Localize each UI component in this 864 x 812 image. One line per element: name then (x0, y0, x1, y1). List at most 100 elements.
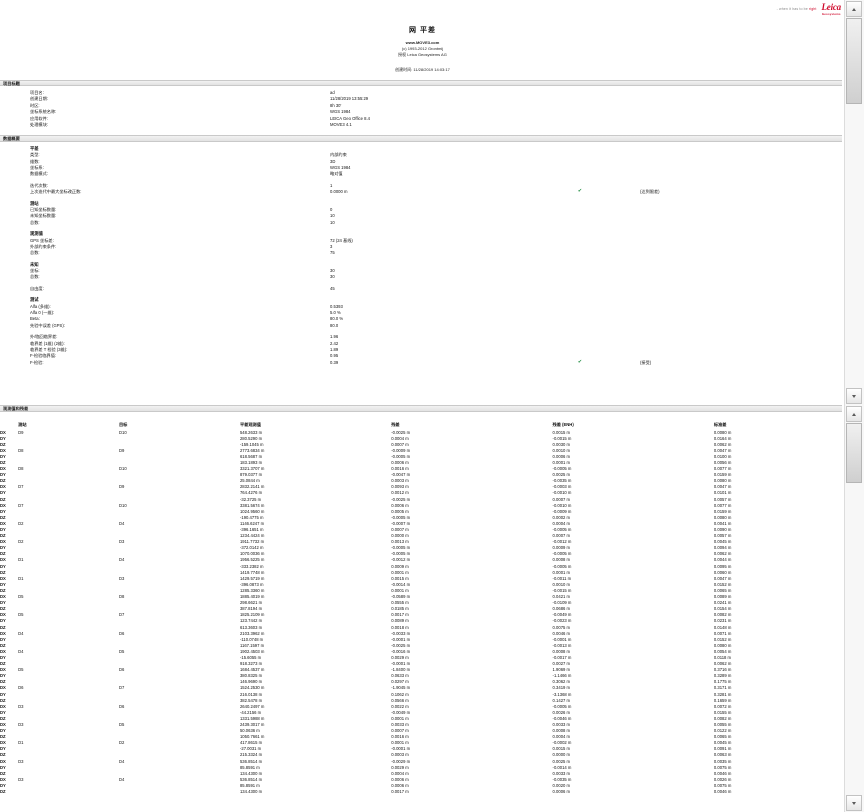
property-row: F-检验临界值: 0.95 (0, 353, 845, 359)
property-label: 坐标系: (30, 165, 44, 170)
table-row[interactable]: DY -15.6055 m 0.0029 m -0.0017 m 0.0118 m (0, 655, 845, 661)
cell-residual: -0.0014 m (391, 581, 411, 587)
property-value: ad (330, 90, 335, 96)
table-row[interactable]: DY 618.5687 m -0.0005 m 0.0006 m 0.0100 m (0, 454, 845, 460)
table-row[interactable]: DX D7 D10 3381.5674 m 0.0006 m -0.0010 m 0.007… (0, 503, 845, 509)
table-row[interactable]: DX D2 D4 1146.6247 m -0.0007 m 0.0004 m 0.0041… (0, 521, 845, 527)
table-row[interactable]: DX D7 D9 2832.2141 m 0.0093 m -0.0003 m 0.0047… (0, 484, 845, 490)
table-row[interactable]: DY -27.0031 m -0.0001 m 0.0015 m 0.0091 m (0, 746, 845, 752)
scrollbar-thumb[interactable] (846, 18, 862, 104)
cell-residual-enh: -0.0002 m (552, 740, 572, 746)
table-row[interactable]: DZ 1419.7748 m 0.0001 m 0.0001 m 0.0060 m (0, 570, 845, 576)
table-row[interactable]: DZ -32.3725 m -0.0025 m 0.0007 m 0.0057 m (0, 497, 845, 503)
table-row[interactable]: DX D2 D3 1911.7732 m 0.0013 m -0.0012 m 0.0045… (0, 539, 845, 545)
created-timestamp: 创建时间: 11/28/2019 14:03:17 (0, 67, 845, 73)
table-row[interactable]: DX D1 D2 417.8615 m 0.0001 m -0.0002 m 0.0045 … (0, 740, 845, 746)
table-row[interactable]: DY 280.5290 m 0.0004 m -0.0015 m 0.0164 m (0, 436, 845, 442)
cell-adjusted-observation: 613.3603 m (239, 624, 263, 630)
table-row[interactable]: DZ 918.3273 m -0.0001 m 0.0027 m 0.0062 m (0, 661, 845, 667)
table-row[interactable]: DX D3 D5 2439.3017 m 0.0033 m 0.0033 m 0.0055 … (0, 722, 845, 728)
table-row[interactable]: DX D1 D4 1956.5225 m -0.0012 m 0.0008 m 0.0044… (0, 557, 845, 563)
observations-pane[interactable]: 观测值和残差 测站 目标 平差观测值 残差 残差 (ENH) 标准差 DX D9 D… (0, 405, 845, 812)
table-row[interactable]: DY -396.0873 m -0.0014 m 0.0010 m 0.0152 m (0, 582, 845, 588)
table-row[interactable]: DY 879.0377 m -0.0047 m 0.0025 m 0.0159 m (0, 472, 845, 478)
scroll-up-icon[interactable] (846, 406, 862, 422)
table-row[interactable]: DZ 1285.3360 m 0.0001 m -0.0015 m 0.0065 m (0, 588, 845, 594)
cell-station: D7 (18, 484, 24, 490)
table-row[interactable]: DX D5 D7 1825.2109 m 0.0017 m -0.0049 m 0.0082… (0, 612, 845, 618)
scrollbar-summary-pane[interactable] (844, 0, 864, 405)
cell-std-dev: 0.3289 m (713, 673, 732, 679)
table-row[interactable]: DX D8 D9 2773.6834 m -0.0009 m 0.0010 m 0.0047… (0, 448, 845, 454)
table-row[interactable]: DZ 134.4300 m 0.0017 m 0.0006 m 0.0046 m (0, 789, 845, 795)
table-row[interactable]: DX D3 D6 2640.2497 m 0.0022 m -0.0005 m 0.0072… (0, 704, 845, 710)
scroll-up-icon[interactable] (846, 1, 862, 17)
table-row[interactable]: DY 216.0138 m 0.1062 m -3.1368 m 0.3281 m (0, 692, 845, 698)
scrollbar-observations-pane[interactable] (844, 405, 864, 812)
table-row[interactable]: DZ 382.5478 m 0.0566 m 0.1427 m 0.1659 m (0, 698, 845, 704)
table-row[interactable]: DY -333.2382 m 0.0009 m -0.0005 m 0.0095 m (0, 564, 845, 570)
property-row: 类型: 内部约束 (0, 152, 845, 158)
cell-std-dev: 0.0047 m (713, 447, 732, 453)
table-row[interactable]: DZ 1234.4424 m 0.0000 m 0.0007 m 0.0057 m (0, 533, 845, 539)
scroll-down-icon[interactable] (846, 795, 862, 811)
website-link[interactable]: www.MOVE3.com (405, 40, 440, 45)
table-row[interactable]: DZ 146.9690 m 0.0297 m 0.3062 m 0.1775 m (0, 679, 845, 685)
cell-target: D3 (118, 575, 125, 581)
cell-component: DZ (0, 533, 6, 539)
table-row[interactable]: DZ 215.3324 m 0.0003 m 0.0000 m 0.0063 m (0, 752, 845, 758)
table-row[interactable]: DY 85.8591 m 0.0029 m -0.0014 m 0.0075 m (0, 765, 845, 771)
table-row[interactable]: DZ 387.8194 m 0.0185 m 0.0686 m 0.0154 m (0, 606, 845, 612)
property-label: 临界差 (1维) (2维): (30, 340, 65, 346)
cell-residual-enh: 0.0009 m (552, 545, 571, 551)
cell-residual: -0.0001 m (391, 746, 411, 752)
table-row[interactable]: DY -372.0142 m -0.0005 m 0.0009 m 0.0094 m (0, 545, 845, 551)
table-row[interactable]: DZ 1167.1597 m -0.0025 m -0.0013 m 0.0080 m (0, 643, 845, 649)
table-row[interactable]: DY -396.1651 m 0.0007 m -0.0005 m 0.0090 m (0, 527, 845, 533)
table-row[interactable]: DZ 134.4300 m 0.0004 m 0.0033 m 0.0046 m (0, 771, 845, 777)
table-row[interactable]: DY -110.0748 m -0.0001 m -0.0001 m 0.0152 m (0, 637, 845, 643)
table-row[interactable]: DZ -190.4775 m -0.0005 m 0.0002 m 0.0080 m (0, 515, 845, 521)
table-row[interactable]: DZ 613.3603 m 0.0018 m 0.0075 m 0.0148 m (0, 625, 845, 631)
cell-component: DY (0, 563, 6, 569)
table-row[interactable]: DY -44.2156 m -0.0049 m 0.0026 m 0.0155 m (0, 710, 845, 716)
table-row[interactable]: DY 50.0636 m 0.0007 m 0.0008 m 0.0122 m (0, 728, 845, 734)
table-row[interactable]: DX D9 D10 548.2633 m -0.0025 m 0.0015 m 0.0080… (0, 430, 845, 436)
table-row[interactable]: DZ 1050.7661 m 0.0016 m 0.0004 m 0.0065 m (0, 734, 845, 740)
table-row[interactable]: DX D3 D4 536.8514 m -0.0029 m 0.0025 m 0.0035 … (0, 759, 845, 765)
section-group: 自由度: 45 (0, 286, 845, 292)
document-header: 网 平差 www.MOVE3.com (c) 1993-2012 Grontmi… (0, 20, 845, 73)
cell-residual: 0.0185 m (391, 606, 409, 612)
table-row[interactable]: DY 123.7442 m 0.0089 m -0.0023 m 0.0231 m (0, 618, 845, 624)
scrollbar-thumb[interactable] (846, 423, 862, 483)
scroll-down-icon[interactable] (846, 388, 862, 404)
property-row: 时区: 8h 30' (0, 103, 845, 109)
cell-component: DY (0, 545, 6, 551)
table-row[interactable]: DX D5 D8 1885.4019 m -0.0589 m 0.0421 m 0.0089… (0, 594, 845, 600)
table-row[interactable]: DX D4 D5 1902.4503 m -0.0016 m 0.0008 m 0.0054… (0, 649, 845, 655)
table-row[interactable]: DX D6 D7 1524.2530 m -1.9045 m 0.3419 m 0.3171… (0, 685, 845, 691)
table-row[interactable]: DZ 25.0844 m 0.0003 m -0.0035 m 0.0080 m (0, 478, 845, 484)
cell-target: D5 (118, 648, 125, 654)
table-row[interactable]: DX D5 D6 1684.4537 m -1.8400 m 1.9069 m 0.3716… (0, 667, 845, 673)
property-row: 应用软件: LEICA Geo Office 8.4 (0, 116, 845, 122)
table-row[interactable]: DY 764.4276 m 0.0012 m -0.0010 m 0.0101 m (0, 490, 845, 496)
table-row[interactable]: DZ 183.1893 m 0.0006 m 0.0001 m 0.0056 m (0, 460, 845, 466)
table-row[interactable]: DY 298.6621 m 0.0555 m -0.0109 m 0.0241 m (0, 600, 845, 606)
table-row[interactable]: DY 380.8325 m 0.0633 m -1.1466 m 0.3289 m (0, 673, 845, 679)
table-row[interactable]: DZ 1331.5988 m 0.0001 m -0.0046 m 0.0082 m (0, 716, 845, 722)
table-row[interactable]: DX D1 D3 1429.5719 m 0.0015 m -0.0011 m 0.0047… (0, 576, 845, 582)
cell-component: DY (0, 654, 6, 660)
table-row[interactable]: DY 1024.9560 m 0.0005 m -0.0009 m 0.0159 m (0, 509, 845, 515)
table-row[interactable]: DX D4 D6 2103.3962 m -0.0033 m 0.0046 m 0.0071… (0, 631, 845, 637)
table-row[interactable]: DZ -159.1045 m 0.0007 m 0.0030 m 0.0062 m (0, 442, 845, 448)
table-row[interactable]: DZ 1070.0036 m -0.0005 m -0.0005 m 0.0062 m (0, 551, 845, 557)
cell-std-dev: 0.0057 m (713, 533, 732, 539)
cell-residual-enh: -0.0015 m (552, 587, 572, 593)
table-row[interactable]: DX D3 D4 536.8514 m 0.0006 m -0.0035 m 0.0026 … (0, 777, 845, 783)
cell-residual-enh: 0.1427 m (552, 697, 571, 703)
table-row[interactable]: DY 85.8591 m 0.0006 m 0.0020 m 0.0075 m (0, 783, 845, 789)
report-summary-pane[interactable]: 网 平差 www.MOVE3.com (c) 1993-2012 Grontmi… (0, 20, 845, 405)
report-sections: 项目标题 项目名: ad 创建日期: 11/28/2019 13:55:29 时区: 8h … (0, 79, 845, 366)
table-row[interactable]: DX D8 D10 3321.3707 m 0.0016 m -0.0005 m 0.007… (0, 466, 845, 472)
